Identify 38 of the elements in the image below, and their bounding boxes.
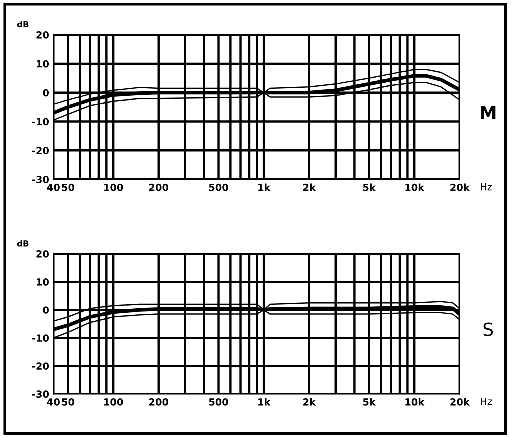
y-axis-title: dB <box>17 240 29 247</box>
x-tick-label: 200 <box>149 184 169 192</box>
y-tick-label: -10 <box>32 118 50 126</box>
x-tick-label: 100 <box>104 398 124 406</box>
text: S <box>484 322 494 336</box>
y-tick-label: 0 <box>43 306 50 314</box>
x-tick-label: 20k <box>450 184 470 192</box>
x-tick-label: 200 <box>149 398 169 406</box>
y-tick-label: 0 <box>43 89 50 97</box>
y-axis-title: dB <box>17 21 29 28</box>
x-tick-label: 10k <box>406 184 425 192</box>
y-tick-label: 10 <box>37 60 50 68</box>
y-tick-label: -10 <box>32 334 50 342</box>
y-tick-label: 20 <box>36 250 50 258</box>
x-tick-label: 50 <box>62 184 75 192</box>
y-tick-label: -20 <box>32 147 50 155</box>
x-tick-label: 2k <box>304 184 316 192</box>
x-axis-title: Hz <box>481 398 492 406</box>
x-tick-label: 500 <box>209 398 228 406</box>
x-tick-label: 10k <box>406 398 425 406</box>
y-tick-label: -30 <box>32 176 50 184</box>
x-tick-label: 1k <box>258 184 271 192</box>
x-tick-label: 100 <box>104 184 124 192</box>
x-tick-label: 20k <box>450 398 470 406</box>
text: M <box>481 106 496 120</box>
x-tick-label: 40 <box>47 398 60 406</box>
x-axis-title: Hz <box>481 183 492 191</box>
x-tick-label: 50 <box>62 398 75 406</box>
y-tick-label: 20 <box>36 32 50 39</box>
x-tick-label: 5k <box>363 184 376 192</box>
x-tick-label: 2k <box>304 398 316 406</box>
y-tick-label: 10 <box>37 278 50 286</box>
x-tick-label: 5k <box>363 398 376 406</box>
y-tick-label: -20 <box>32 362 50 370</box>
x-tick-label: 40 <box>47 184 60 192</box>
x-tick-label: 1k <box>258 398 271 406</box>
x-tick-label: 500 <box>209 184 228 192</box>
y-tick-label: -30 <box>32 390 50 398</box>
